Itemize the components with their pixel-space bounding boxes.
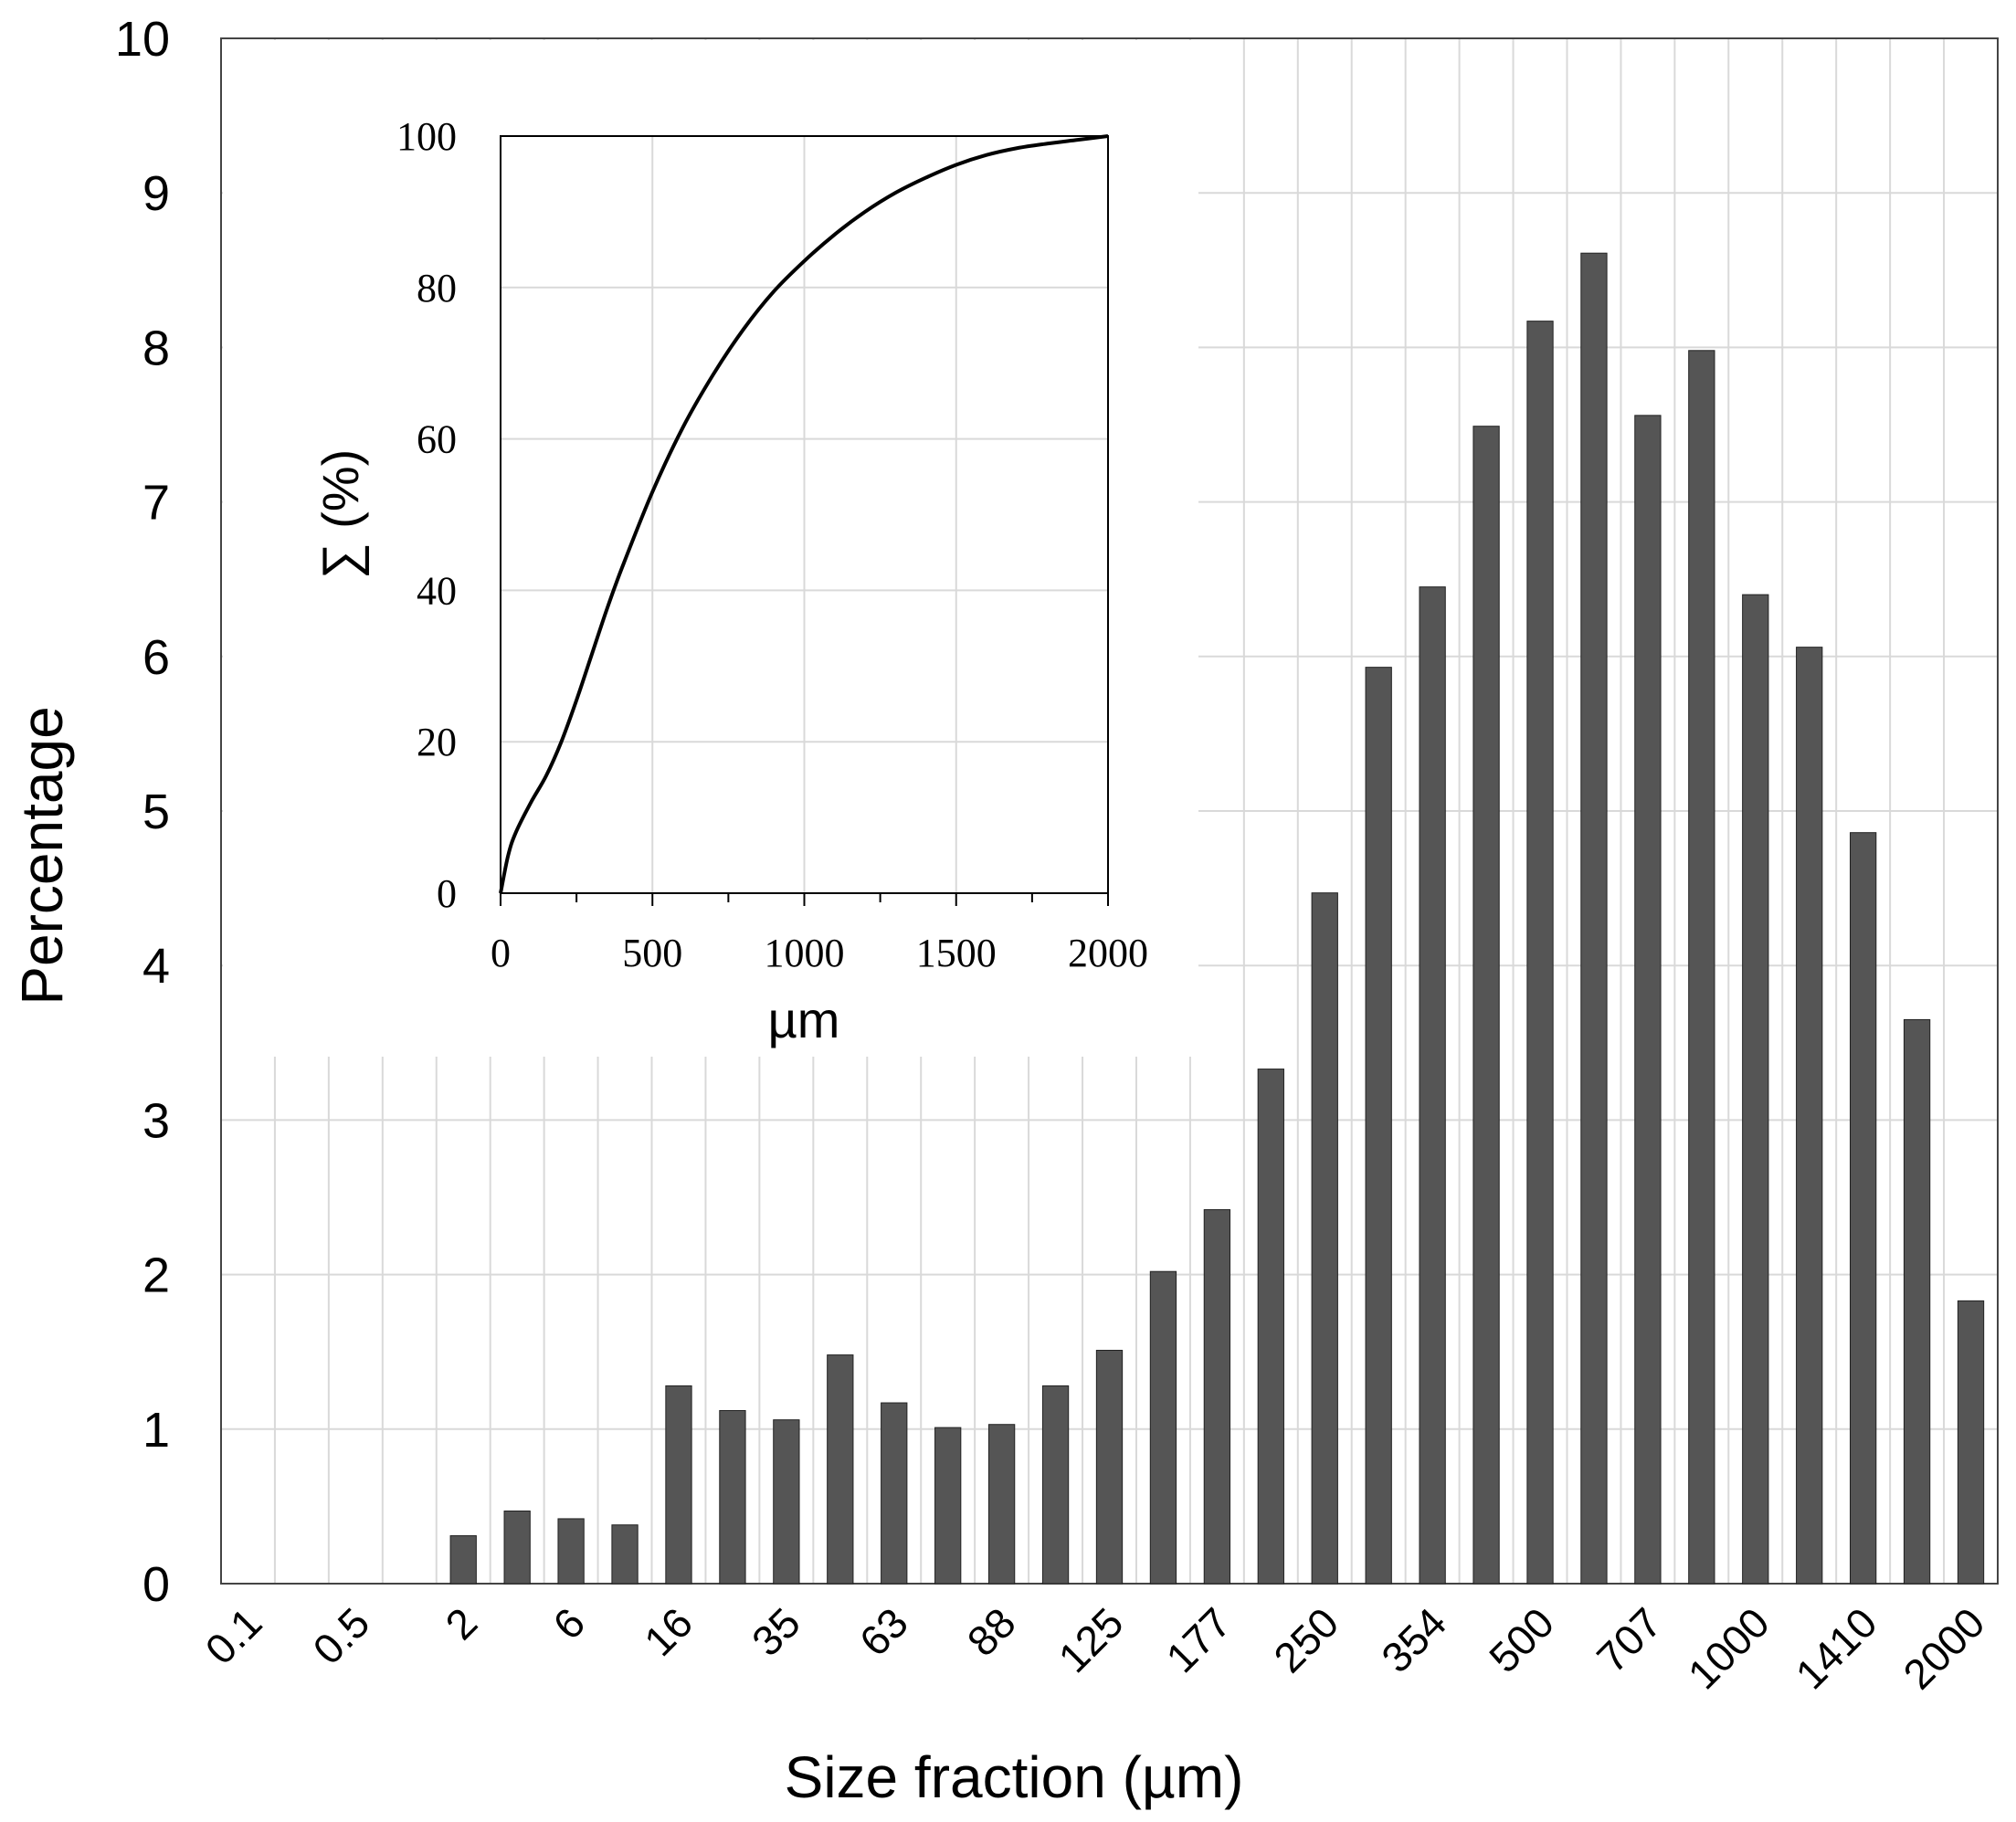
y-tick-label: 6 [142,630,170,685]
main-bars [449,252,1985,1585]
bar-88 [987,1424,1016,1585]
bar-425 [1472,426,1500,1585]
bar-125 [1095,1350,1124,1585]
inset-y-tick-label: 100 [396,114,457,159]
bar-500 [1526,321,1554,1585]
y-tick-label: 7 [142,476,170,531]
y-tick-label: 9 [142,166,170,221]
bar-300 [1365,667,1392,1585]
bar-149 [1149,1270,1177,1585]
bar-595 [1580,252,1608,1585]
bar-1000 [1742,594,1769,1585]
x-tick-label: 500 [1480,1598,1563,1681]
inset-y-tick-label: 20 [417,720,457,764]
bar-707 [1634,415,1662,1585]
y-tick-label: 3 [142,1093,170,1148]
bar-25 [719,1409,746,1585]
y-tick-label: 5 [142,785,170,839]
y-tick-label: 0 [142,1557,170,1612]
x-tick-label: 0.5 [303,1598,378,1673]
y-tick-label: 8 [142,321,170,375]
bar-212 [1257,1069,1284,1585]
bar-63 [881,1402,908,1585]
inset-x-tick-label: 2000 [1068,931,1148,975]
y-tick-label: 1 [142,1403,170,1458]
y-tick-label: 10 [115,12,170,67]
x-tick-label: 125 [1050,1598,1133,1681]
bar-35 [773,1419,800,1585]
x-tick-label: 354 [1372,1598,1455,1681]
bar-354 [1419,586,1446,1585]
bar-250 [1311,892,1338,1585]
x-tick-label: 1410 [1787,1598,1886,1698]
x-tick-label: 2 [436,1598,486,1648]
cumulative-curve [499,134,1109,894]
bar-4 [503,1510,531,1585]
bar-1680 [1903,1018,1931,1585]
x-tick-label: 88 [958,1598,1025,1665]
bar-1410 [1850,832,1877,1585]
inset-x-tick-label: 1000 [765,931,845,975]
x-tick-label: 35 [743,1598,809,1665]
inset-backdrop [223,40,1198,1057]
bar-16 [665,1385,692,1585]
inset-x-tick-label: 1500 [916,931,997,975]
y-axis-title: Percentage [9,706,75,1005]
y-tick-label: 2 [142,1248,170,1303]
inset-y-tick-label: 60 [417,417,457,462]
bar-11 [611,1524,639,1585]
inset-y-tick-label: 0 [437,871,457,916]
x-axis-title: Size fraction (µm) [785,1744,1244,1810]
inset-y-axis-title: ∑ (%) [311,449,369,580]
x-tick-label: 16 [635,1598,702,1665]
inset-x-tick-label: 0 [491,931,511,975]
bar-6 [557,1518,585,1585]
bar-106 [1041,1385,1070,1585]
y-tick-label: 4 [142,939,170,994]
x-tick-label: 6 [544,1598,594,1648]
inset-x-axis-title: µm [768,991,840,1048]
inset-x-tick-label: 500 [622,931,682,975]
x-tick-label: 0.1 [196,1598,271,1673]
bar-2 [449,1535,477,1585]
x-tick-label: 2000 [1894,1598,1993,1698]
x-tick-label: 707 [1588,1598,1671,1681]
inset-y-tick-label: 40 [417,568,457,613]
bar-1190 [1796,647,1823,1585]
bar-841 [1688,350,1715,1585]
bar-177 [1203,1209,1231,1585]
bar-2000 [1957,1300,1985,1585]
x-tick-label: 250 [1264,1598,1347,1681]
bar-50 [827,1354,854,1585]
x-tick-label: 63 [850,1598,917,1665]
inset-y-tick-label: 80 [417,266,457,311]
x-tick-label: 1000 [1679,1598,1779,1698]
bar-75 [934,1427,962,1585]
x-tick-label: 177 [1156,1598,1240,1681]
